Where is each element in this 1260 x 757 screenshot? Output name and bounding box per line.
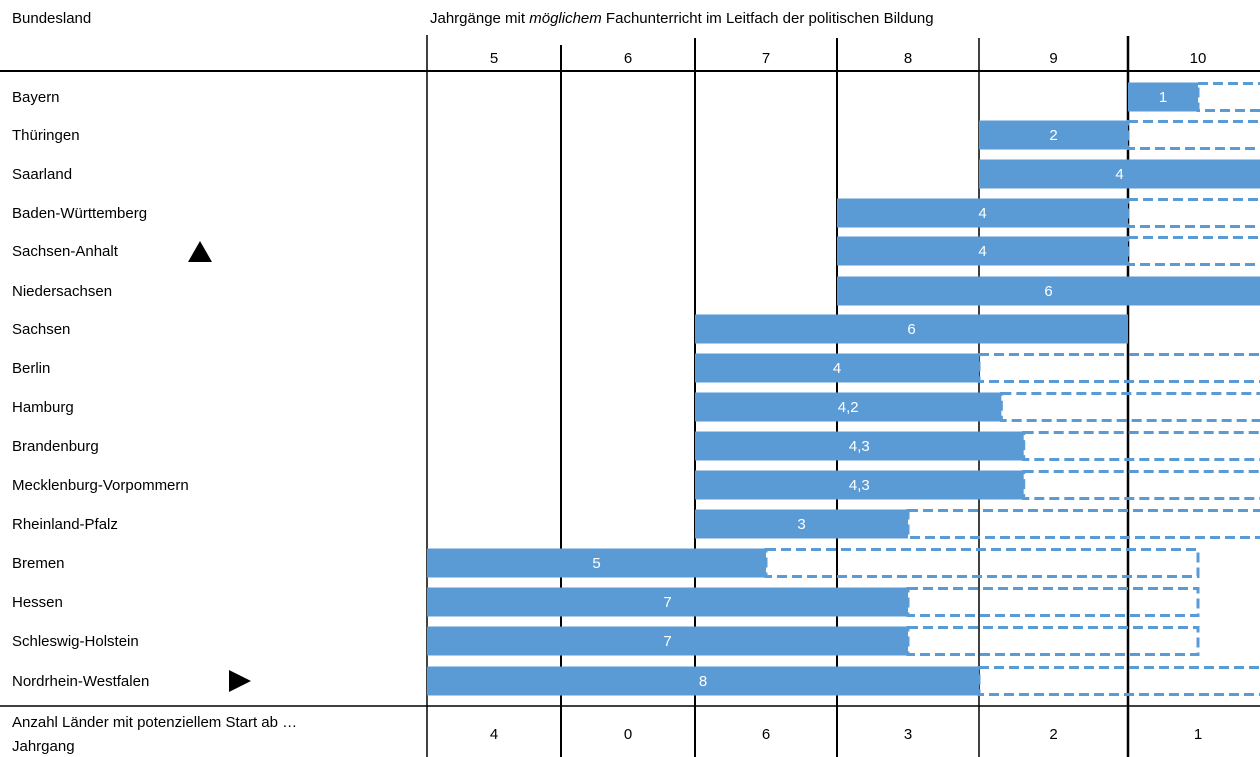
potential-bar-rheinland-pfalz bbox=[906, 509, 1260, 539]
state-label-sachsen-anhalt: Sachsen-Anhalt bbox=[12, 243, 119, 260]
potential-bar-mecklenburg-vorpommern bbox=[1022, 470, 1260, 500]
footer-label-line1: Anzahl Länder mit potenziellem Start ab … bbox=[12, 714, 297, 731]
bar-hamburg bbox=[695, 392, 1002, 422]
bar-schleswig-holstein bbox=[427, 626, 908, 656]
state-label-hessen: Hessen bbox=[12, 594, 63, 611]
bar-berlin bbox=[695, 353, 979, 383]
triangle-right-icon bbox=[229, 670, 251, 692]
bar-bremen bbox=[427, 548, 766, 578]
chart-title-part: Jahrgänge mit bbox=[430, 10, 529, 27]
state-label-baden-württemberg: Baden-Württemberg bbox=[12, 205, 147, 222]
chart-title-emphasis: möglichem bbox=[529, 10, 602, 27]
potential-bar-thüringen bbox=[1126, 120, 1260, 150]
state-label-saarland: Saarland bbox=[12, 166, 72, 183]
state-label-niedersachsen: Niedersachsen bbox=[12, 283, 112, 300]
state-label-rheinland-pfalz: Rheinland-Pfalz bbox=[12, 516, 118, 533]
state-label-brandenburg: Brandenburg bbox=[12, 438, 99, 455]
bar-thüringen bbox=[979, 120, 1128, 150]
grade-header-9: 9 bbox=[1049, 50, 1057, 67]
potential-bar-nordrhein-westfalen bbox=[977, 666, 1260, 696]
bar-label-berlin: 4 bbox=[833, 360, 841, 377]
state-label-berlin: Berlin bbox=[12, 360, 50, 377]
first-column-header: Bundesland bbox=[12, 10, 91, 27]
potential-bar-brandenburg bbox=[1022, 431, 1260, 461]
bar-label-hamburg: 4,2 bbox=[838, 399, 859, 416]
chart-title: Jahrgänge mit möglichem Fachunterricht i… bbox=[430, 10, 934, 27]
bar-label-thüringen: 2 bbox=[1049, 127, 1057, 144]
bar-label-sachsen: 6 bbox=[907, 321, 915, 338]
state-label-nordrhein-westfalen: Nordrhein-Westfalen bbox=[12, 673, 149, 690]
grade-header-7: 7 bbox=[762, 50, 770, 67]
potential-bar-hessen bbox=[906, 587, 1200, 617]
potential-bar-hamburg bbox=[999, 392, 1260, 422]
bar-rheinland-pfalz bbox=[695, 509, 908, 539]
footer-label-line2: Jahrgang bbox=[12, 738, 75, 755]
grade-header-10: 10 bbox=[1190, 50, 1207, 67]
bar-nordrhein-westfalen bbox=[427, 666, 979, 696]
state-label-bayern: Bayern bbox=[12, 89, 60, 106]
bar-label-niedersachsen: 6 bbox=[1044, 283, 1052, 300]
bar-label-saarland: 4 bbox=[1115, 166, 1123, 183]
state-label-schleswig-holstein: Schleswig-Holstein bbox=[12, 633, 139, 650]
bar-label-schleswig-holstein: 7 bbox=[663, 633, 671, 650]
grade-header-6: 6 bbox=[624, 50, 632, 67]
bar-label-nordrhein-westfalen: 8 bbox=[699, 673, 707, 690]
bar-niedersachsen bbox=[837, 276, 1260, 306]
potential-bar-schleswig-holstein bbox=[906, 626, 1200, 656]
potential-bar-bremen bbox=[764, 548, 1200, 578]
state-label-hamburg: Hamburg bbox=[12, 399, 74, 416]
bar-sachsen-anhalt bbox=[837, 236, 1128, 266]
triangle-up-icon bbox=[188, 241, 212, 262]
potential-bar-sachsen-anhalt bbox=[1126, 236, 1260, 266]
bar-label-baden-württemberg: 4 bbox=[978, 205, 986, 222]
bar-mecklenburg-vorpommern bbox=[695, 470, 1024, 500]
footer-count-9: 2 bbox=[1049, 726, 1057, 743]
state-label-thüringen: Thüringen bbox=[12, 127, 80, 144]
bar-label-brandenburg: 4,3 bbox=[849, 438, 870, 455]
potential-bar-bayern bbox=[1196, 82, 1260, 112]
footer-count-8: 3 bbox=[904, 726, 912, 743]
bar-label-hessen: 7 bbox=[663, 594, 671, 611]
footer-count-10: 1 bbox=[1194, 726, 1202, 743]
potential-bar-berlin bbox=[977, 353, 1260, 383]
bar-hessen bbox=[427, 587, 908, 617]
bar-saarland bbox=[979, 159, 1260, 189]
footer-count-5: 4 bbox=[490, 726, 498, 743]
state-label-mecklenburg-vorpommern: Mecklenburg-Vorpommern bbox=[12, 477, 189, 494]
footer-count-6: 0 bbox=[624, 726, 632, 743]
bar-label-mecklenburg-vorpommern: 4,3 bbox=[849, 477, 870, 494]
bar-sachsen bbox=[695, 314, 1128, 344]
state-label-bremen: Bremen bbox=[12, 555, 65, 572]
chart-title-part: Fachunterricht im Leitfach der politisch… bbox=[602, 10, 934, 27]
grade-header-5: 5 bbox=[490, 50, 498, 67]
grade-header-8: 8 bbox=[904, 50, 912, 67]
bar-brandenburg bbox=[695, 431, 1024, 461]
bar-label-rheinland-pfalz: 3 bbox=[797, 516, 805, 533]
potential-bar-baden-württemberg bbox=[1126, 198, 1260, 228]
footer-count-7: 6 bbox=[762, 726, 770, 743]
bar-label-bayern: 1 bbox=[1159, 89, 1167, 106]
bar-baden-württemberg bbox=[837, 198, 1128, 228]
bar-label-bremen: 5 bbox=[592, 555, 600, 572]
bar-label-sachsen-anhalt: 4 bbox=[978, 243, 986, 260]
state-label-sachsen: Sachsen bbox=[12, 321, 70, 338]
bar-bayern bbox=[1128, 82, 1198, 112]
